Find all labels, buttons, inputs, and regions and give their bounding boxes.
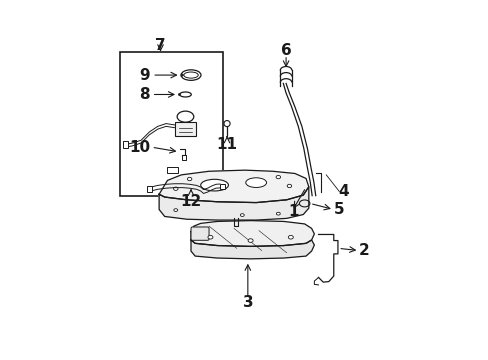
Ellipse shape bbox=[200, 179, 228, 191]
Bar bbox=[122, 141, 127, 148]
Ellipse shape bbox=[181, 74, 183, 76]
Text: 5: 5 bbox=[333, 202, 344, 217]
Ellipse shape bbox=[240, 214, 244, 216]
Text: 12: 12 bbox=[180, 194, 201, 209]
Text: 7: 7 bbox=[155, 39, 165, 54]
Bar bbox=[175, 122, 196, 136]
Text: 1: 1 bbox=[287, 204, 298, 219]
Bar bbox=[147, 186, 152, 192]
Ellipse shape bbox=[286, 184, 291, 188]
Ellipse shape bbox=[207, 235, 212, 239]
Bar bbox=[120, 51, 223, 195]
Ellipse shape bbox=[247, 239, 253, 242]
Text: 9: 9 bbox=[139, 68, 150, 82]
Text: 2: 2 bbox=[358, 243, 369, 258]
Ellipse shape bbox=[178, 94, 180, 95]
Text: 10: 10 bbox=[129, 140, 150, 155]
Text: 8: 8 bbox=[139, 87, 150, 102]
Ellipse shape bbox=[187, 177, 191, 181]
Ellipse shape bbox=[173, 209, 177, 211]
Polygon shape bbox=[191, 240, 314, 259]
Text: 3: 3 bbox=[242, 295, 253, 310]
Text: 6: 6 bbox=[280, 44, 291, 58]
Polygon shape bbox=[191, 221, 314, 246]
Ellipse shape bbox=[245, 178, 266, 188]
Ellipse shape bbox=[276, 175, 280, 179]
Ellipse shape bbox=[276, 212, 280, 215]
Polygon shape bbox=[159, 187, 308, 220]
Text: 4: 4 bbox=[338, 184, 348, 199]
Polygon shape bbox=[159, 170, 308, 203]
Bar bbox=[167, 167, 178, 173]
Bar bbox=[219, 184, 224, 189]
Text: 11: 11 bbox=[216, 137, 237, 152]
Ellipse shape bbox=[288, 235, 293, 239]
FancyBboxPatch shape bbox=[191, 227, 208, 240]
Ellipse shape bbox=[173, 187, 178, 190]
